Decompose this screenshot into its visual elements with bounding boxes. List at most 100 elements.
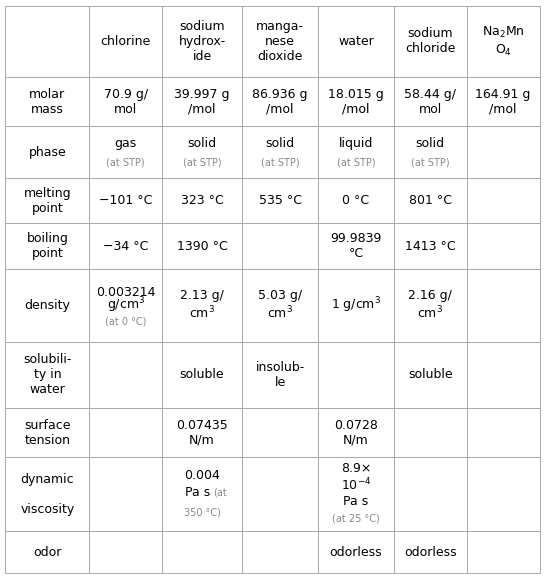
Bar bbox=[467, 457, 540, 531]
Text: (at 0 °C): (at 0 °C) bbox=[105, 316, 146, 327]
Text: 0.07435
N/m: 0.07435 N/m bbox=[176, 419, 228, 447]
Text: gas: gas bbox=[114, 137, 137, 151]
Bar bbox=[162, 342, 242, 408]
Bar bbox=[162, 269, 242, 342]
Text: 350 °C): 350 °C) bbox=[184, 508, 221, 518]
Bar bbox=[242, 178, 318, 223]
Bar bbox=[89, 408, 162, 457]
Text: odor: odor bbox=[33, 545, 62, 559]
Bar bbox=[318, 223, 394, 269]
Bar bbox=[162, 408, 242, 457]
Text: Pa s: Pa s bbox=[343, 495, 368, 508]
Text: 5.03 g/
cm$^3$: 5.03 g/ cm$^3$ bbox=[258, 290, 302, 322]
Bar bbox=[5, 457, 89, 531]
Bar bbox=[318, 126, 394, 178]
Text: solid: solid bbox=[265, 137, 295, 151]
Bar bbox=[394, 6, 467, 77]
Text: 1390 °C: 1390 °C bbox=[177, 240, 227, 253]
Bar bbox=[89, 6, 162, 77]
Text: (at STP): (at STP) bbox=[261, 157, 299, 167]
Text: 10$^{-4}$: 10$^{-4}$ bbox=[341, 477, 371, 493]
Text: surface
tension: surface tension bbox=[24, 419, 71, 447]
Bar bbox=[242, 457, 318, 531]
Text: g/cm$^3$: g/cm$^3$ bbox=[106, 296, 145, 316]
Bar bbox=[5, 178, 89, 223]
Bar bbox=[5, 269, 89, 342]
Text: 1413 °C: 1413 °C bbox=[405, 240, 456, 253]
Bar bbox=[394, 178, 467, 223]
Text: (at STP): (at STP) bbox=[411, 157, 450, 167]
Text: chlorine: chlorine bbox=[100, 35, 151, 48]
Text: odorless: odorless bbox=[404, 545, 457, 559]
Text: (at: (at bbox=[213, 488, 227, 498]
Bar bbox=[467, 408, 540, 457]
Bar bbox=[318, 269, 394, 342]
Text: (at STP): (at STP) bbox=[337, 157, 376, 167]
Bar bbox=[242, 223, 318, 269]
Bar bbox=[318, 531, 394, 573]
Bar bbox=[242, 408, 318, 457]
Bar bbox=[467, 77, 540, 126]
Bar bbox=[162, 457, 242, 531]
Bar bbox=[467, 342, 540, 408]
Text: dynamic

viscosity: dynamic viscosity bbox=[20, 472, 75, 516]
Text: boiling
point: boiling point bbox=[26, 232, 68, 261]
Text: molar
mass: molar mass bbox=[29, 87, 65, 116]
Bar bbox=[89, 223, 162, 269]
Bar bbox=[89, 342, 162, 408]
Bar bbox=[242, 342, 318, 408]
Text: phase: phase bbox=[28, 145, 66, 159]
Bar bbox=[318, 457, 394, 531]
Bar bbox=[89, 126, 162, 178]
Text: 1 g/cm$^3$: 1 g/cm$^3$ bbox=[331, 296, 381, 316]
Bar bbox=[467, 178, 540, 223]
Bar bbox=[89, 269, 162, 342]
Text: (at STP): (at STP) bbox=[106, 157, 145, 167]
Text: (at STP): (at STP) bbox=[183, 157, 221, 167]
Bar bbox=[394, 457, 467, 531]
Text: 99.9839
°C: 99.9839 °C bbox=[330, 232, 381, 261]
Bar bbox=[5, 6, 89, 77]
Text: 535 °C: 535 °C bbox=[258, 194, 301, 207]
Bar bbox=[89, 531, 162, 573]
Bar bbox=[318, 408, 394, 457]
Text: 0.003214: 0.003214 bbox=[96, 286, 155, 299]
Text: 86.936 g
/mol: 86.936 g /mol bbox=[252, 87, 308, 116]
Text: 2.13 g/
cm$^3$: 2.13 g/ cm$^3$ bbox=[180, 290, 224, 322]
Bar bbox=[162, 178, 242, 223]
Bar bbox=[162, 126, 242, 178]
Text: sodium
chloride: sodium chloride bbox=[405, 27, 456, 56]
Text: −101 °C: −101 °C bbox=[99, 194, 152, 207]
Bar bbox=[162, 223, 242, 269]
Bar bbox=[467, 126, 540, 178]
Bar bbox=[394, 223, 467, 269]
Text: 39.997 g
/mol: 39.997 g /mol bbox=[174, 87, 230, 116]
Text: 8.9×: 8.9× bbox=[341, 462, 371, 475]
Bar bbox=[467, 269, 540, 342]
Text: (at 25 °C): (at 25 °C) bbox=[332, 514, 380, 523]
Bar bbox=[162, 6, 242, 77]
Text: Na$_2$Mn
O$_4$: Na$_2$Mn O$_4$ bbox=[482, 25, 524, 57]
Text: 2.16 g/
cm$^3$: 2.16 g/ cm$^3$ bbox=[408, 290, 452, 322]
Bar bbox=[5, 77, 89, 126]
Text: water: water bbox=[338, 35, 374, 48]
Bar bbox=[242, 6, 318, 77]
Text: odorless: odorless bbox=[330, 545, 382, 559]
Bar bbox=[5, 223, 89, 269]
Text: solid: solid bbox=[416, 137, 445, 151]
Bar bbox=[318, 77, 394, 126]
Bar bbox=[162, 77, 242, 126]
Text: 18.015 g
/mol: 18.015 g /mol bbox=[328, 87, 384, 116]
Text: 0.004: 0.004 bbox=[184, 470, 220, 482]
Bar bbox=[394, 342, 467, 408]
Bar bbox=[5, 408, 89, 457]
Text: density: density bbox=[25, 299, 70, 312]
Bar bbox=[5, 531, 89, 573]
Text: 70.9 g/
mol: 70.9 g/ mol bbox=[104, 87, 148, 116]
Bar bbox=[467, 6, 540, 77]
Bar bbox=[394, 77, 467, 126]
Text: sodium
hydrox-
ide: sodium hydrox- ide bbox=[178, 20, 226, 63]
Text: 58.44 g/
mol: 58.44 g/ mol bbox=[404, 87, 456, 116]
Bar bbox=[318, 6, 394, 77]
Bar bbox=[162, 531, 242, 573]
